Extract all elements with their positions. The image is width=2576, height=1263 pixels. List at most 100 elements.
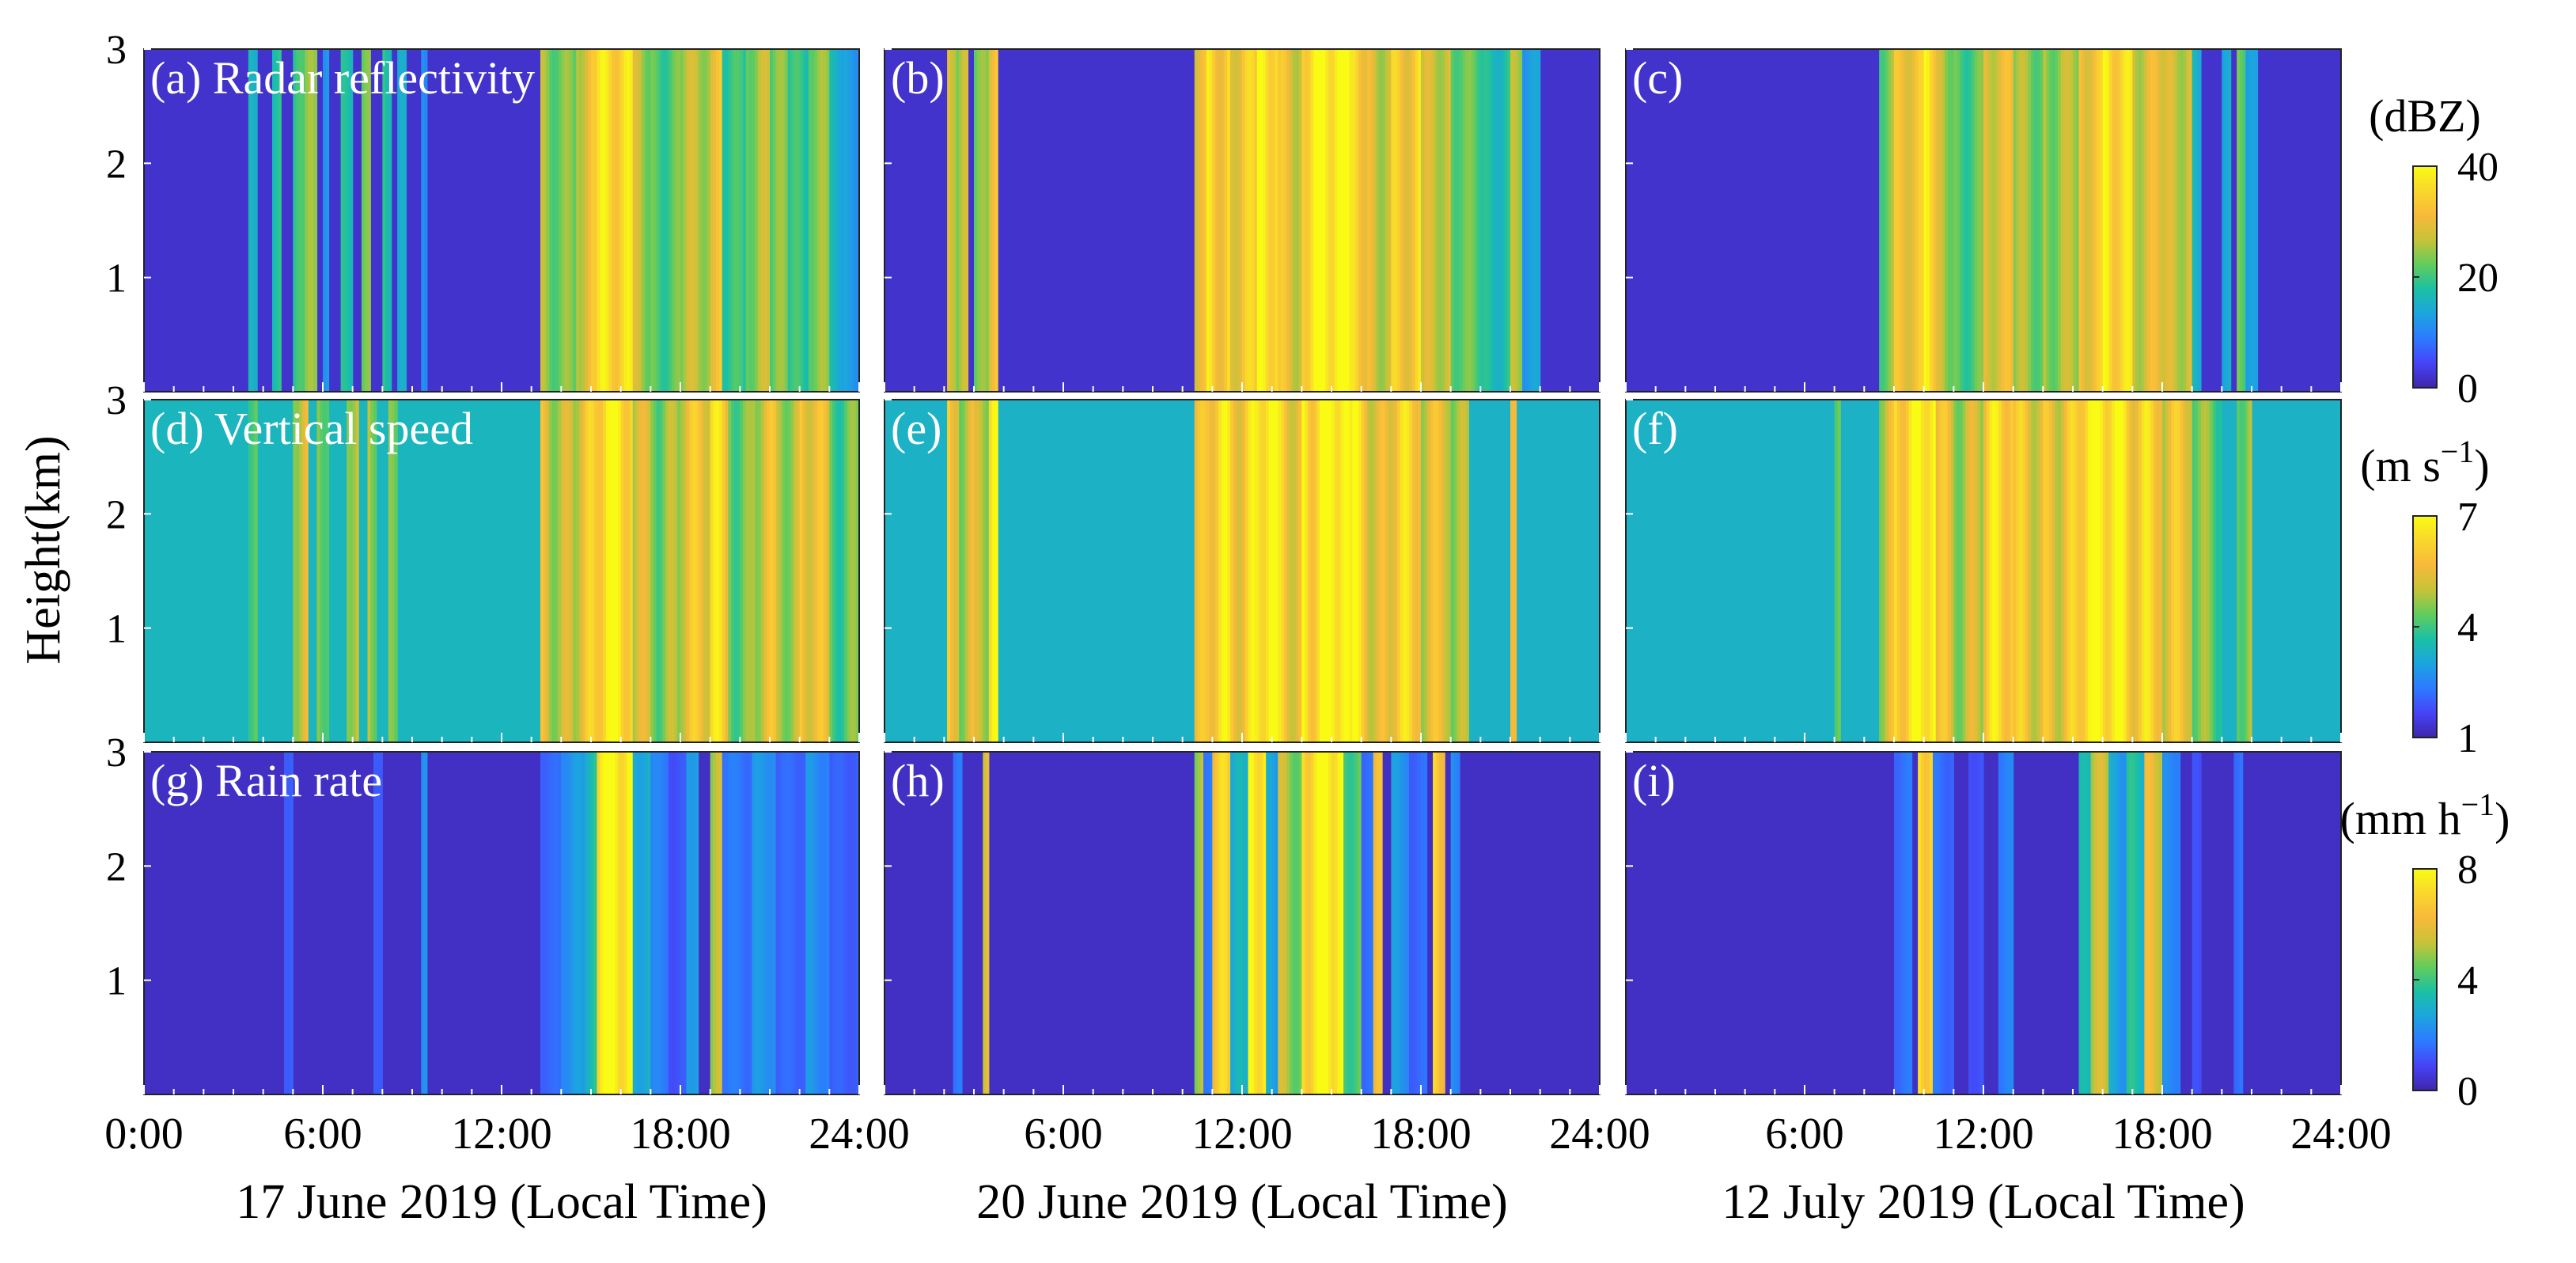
- heatmap-cell: [2248, 49, 2252, 392]
- heatmap-cell: [1486, 49, 1491, 392]
- heatmap-cell: [1233, 752, 1237, 1094]
- y-axis-label: Height(km): [17, 435, 70, 664]
- heatmap-cell: [615, 752, 619, 1094]
- heatmap-cell: [802, 400, 806, 742]
- heatmap-cell: [310, 49, 315, 392]
- heatmap-cell: [647, 752, 651, 1094]
- heatmap-cell: [796, 400, 801, 742]
- heatmap-cell: [1307, 752, 1312, 1094]
- heatmap-cell: [2010, 49, 2014, 392]
- heatmap-cell: [1426, 49, 1430, 392]
- heatmap-cell: [1224, 49, 1228, 392]
- colorbar-unit: (dBZ): [2369, 90, 2481, 142]
- heatmap-cell: [1474, 49, 1479, 392]
- heatmap-cell: [2141, 49, 2145, 392]
- heatmap-cell: [2060, 400, 2065, 742]
- heatmap-cell: [1236, 752, 1240, 1094]
- heatmap-cell: [718, 49, 723, 392]
- heatmap-cell: [740, 49, 744, 392]
- heatmap-cell: [1242, 752, 1246, 1094]
- heatmap-cell: [549, 400, 553, 742]
- heatmap-cell: [1906, 49, 1910, 392]
- heatmap-cell: [1903, 400, 1907, 742]
- heatmap-cell: [1480, 49, 1484, 392]
- heatmap-cell: [986, 400, 990, 742]
- heatmap-cell: [1408, 400, 1413, 742]
- heatmap-cell: [707, 400, 711, 742]
- colorbar-tick-label: 1: [2457, 716, 2478, 761]
- heatmap-cell: [1450, 49, 1455, 392]
- heatmap-cell: [1438, 400, 1442, 742]
- heatmap-cell: [799, 400, 804, 742]
- heatmap-cell: [2242, 400, 2247, 742]
- heatmap-cell: [656, 400, 661, 742]
- heatmap-cell: [1266, 752, 1270, 1094]
- colorbar-tick-label: 20: [2457, 256, 2498, 301]
- x-tick-label: 18:00: [1370, 1109, 1472, 1159]
- heatmap-cell: [251, 49, 255, 392]
- heatmap-cell: [1319, 400, 1324, 742]
- heatmap-cell: [757, 400, 762, 742]
- heatmap-cell: [728, 49, 732, 392]
- heatmap-cell: [2162, 752, 2166, 1094]
- heatmap-cell: [388, 49, 392, 392]
- heatmap-cell: [2162, 400, 2166, 742]
- panel-h: (h): [884, 751, 1601, 1095]
- heatmap-cell: [1430, 49, 1434, 392]
- heatmap-cell: [2126, 49, 2131, 392]
- heatmap-cell: [1445, 49, 1449, 392]
- y-tick-label: 1: [106, 959, 127, 1004]
- heatmap-cell: [2159, 752, 2163, 1094]
- heatmap-cell: [733, 400, 738, 742]
- heatmap-cell: [1926, 49, 1930, 392]
- heatmap-cell: [722, 400, 726, 742]
- heatmap-cell: [1310, 752, 1314, 1094]
- heatmap-cell: [757, 49, 762, 392]
- heatmap-cell: [2129, 49, 2133, 392]
- heatmap-cell: [1525, 49, 1529, 392]
- heatmap-cell: [677, 49, 681, 392]
- heatmap-cell: [1218, 400, 1222, 742]
- heatmap-cell: [638, 49, 642, 392]
- heatmap-cell: [947, 49, 951, 392]
- heatmap-cell: [775, 49, 779, 392]
- heatmap-cell: [1200, 752, 1204, 1094]
- heatmap-cell: [1423, 752, 1428, 1094]
- heatmap-cell: [2085, 752, 2089, 1094]
- heatmap-cell: [811, 752, 816, 1094]
- heatmap-cell: [254, 400, 258, 742]
- heatmap-cell: [1203, 400, 1207, 742]
- x-tick-label: 24:00: [1549, 1109, 1650, 1159]
- heatmap-cell: [686, 49, 690, 392]
- heatmap-cell: [790, 752, 794, 1094]
- heatmap-cell: [1945, 49, 1949, 392]
- heatmap-cell: [1337, 400, 1341, 742]
- heatmap-cell: [2019, 400, 2023, 742]
- heatmap-cell: [1992, 400, 1996, 742]
- heatmap-cell: [543, 400, 547, 742]
- heatmap-cell: [823, 49, 828, 392]
- heatmap-cell: [1275, 400, 1279, 742]
- heatmap-cell: [1450, 752, 1455, 1094]
- heatmap-cell: [1268, 49, 1273, 392]
- heatmap-cell: [1367, 49, 1371, 392]
- heatmap-cell: [1906, 400, 1910, 742]
- heatmap-cell: [605, 752, 610, 1094]
- x-tick-label: 18:00: [630, 1109, 731, 1159]
- heatmap-cell: [1421, 49, 1425, 392]
- panel-label: (b): [891, 52, 945, 104]
- heatmap-cell: [349, 49, 354, 392]
- heatmap-cell: [2191, 49, 2196, 392]
- heatmap-cell: [316, 400, 320, 742]
- heatmap-cell: [983, 49, 987, 392]
- heatmap-cell: [1260, 49, 1263, 392]
- heatmap-cell: [629, 49, 634, 392]
- heatmap-cell: [2043, 400, 2047, 742]
- heatmap-cell: [1352, 400, 1356, 742]
- heatmap-cell: [1244, 752, 1249, 1094]
- heatmap-cell: [986, 752, 990, 1094]
- heatmap-cell: [2087, 49, 2092, 392]
- x-tick-label: 6:00: [1024, 1109, 1103, 1159]
- heatmap-cell: [745, 400, 750, 742]
- heatmap-cell: [710, 49, 714, 392]
